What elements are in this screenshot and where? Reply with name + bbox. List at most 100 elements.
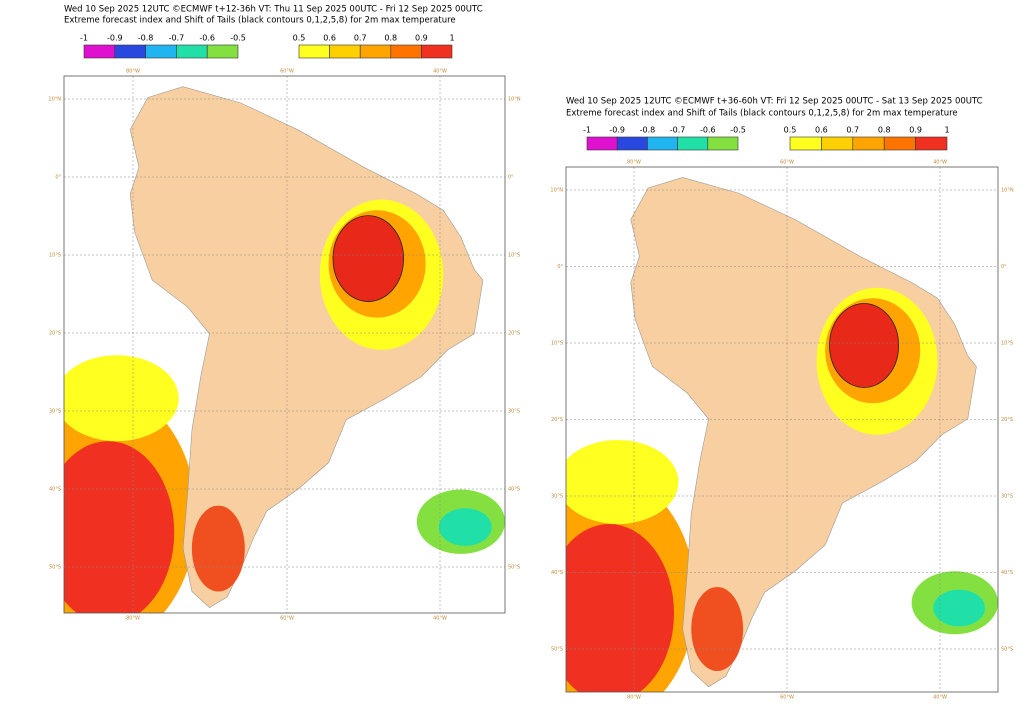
lat-label: 40°S [1001,570,1013,576]
colorbar-segment [707,136,739,151]
lat-label: 20°S [508,331,520,337]
colorbar-label: 0.6 [815,126,828,135]
anomaly-yellow [64,355,179,442]
lat-label: 50°S [49,565,61,571]
lat-label: 30°S [508,409,520,415]
lat-label: 10°N [508,97,521,103]
lat-label: 20°S [49,331,61,337]
lat-label: 10°S [1001,341,1013,347]
colorbar-segment [915,136,948,151]
colorbar-segment [821,136,854,151]
colorbar-label: 0.9 [415,34,428,43]
anomaly-yellow [566,440,679,524]
colorbar-label: 0.6 [323,34,336,43]
anomaly-orange [191,505,245,592]
lat-label: 50°S [508,565,520,571]
colorbar-label: 1 [449,34,454,43]
lon-label: 60°W [780,695,794,701]
colorbar-label: 0.8 [384,34,397,43]
lon-label: 80°W [126,616,140,622]
colorbar-segment [421,44,453,59]
anomaly-orange [691,587,744,671]
colorbar-label: -1 [80,34,88,43]
colorbar-segment [206,44,239,59]
lat-label: 30°S [551,494,563,500]
colorbar-label: -0.8 [640,126,656,135]
lon-label: 40°W [433,69,447,75]
panel-subtitle: Extreme forecast index and Shift of Tail… [566,109,958,119]
lat-label: 40°S [49,487,61,493]
colorbar-segment [677,136,709,151]
lat-label: 10°N [1001,188,1014,194]
colorbar-segment [616,136,648,151]
lat-label: 30°S [49,409,61,415]
colorbar-label: 0.7 [846,126,859,135]
lon-label: 40°W [933,160,947,166]
anomaly-red [332,215,404,302]
colorbar-segment [114,44,146,59]
anomaly-cyan [933,589,986,627]
lon-label: 60°W [280,616,294,622]
map-frame [63,75,506,614]
colorbar-label: 0.8 [878,126,891,135]
panel-title: Wed 10 Sep 2025 12UTC ©ECMWF t+36-60h VT… [566,97,983,107]
colorbar-label: -0.6 [199,34,215,43]
colorbar-segment [145,44,177,59]
colorbar-label: -0.9 [609,126,625,135]
colorbar-label: -0.5 [730,126,746,135]
anomaly-red [566,524,674,692]
panel-subtitle: Extreme forecast index and Shift of Tail… [64,16,456,26]
lat-label: 0° [508,175,514,181]
lon-label: 60°W [280,69,294,75]
map [64,76,505,613]
colorbar-label: -0.7 [670,126,686,135]
lat-label: 10°N [48,97,61,103]
lat-label: 40°S [508,487,520,493]
lon-label: 60°W [780,160,794,166]
colorbar-segment [390,44,422,59]
colorbar-segment [298,44,330,59]
colorbar-segment [883,136,916,151]
lat-label: 20°S [1001,417,1013,423]
lat-label: 30°S [1001,494,1013,500]
colorbar-label: -0.7 [169,34,185,43]
colorbar-label: 0.5 [293,34,306,43]
lat-label: 20°S [551,417,563,423]
colorbar-segment [852,136,885,151]
colorbar-label: 0.9 [909,126,922,135]
map-frame [565,166,999,693]
colorbar-label: 1 [944,126,949,135]
lat-label: 0° [55,175,61,181]
colorbar-segment [789,136,822,151]
colorbar-segment [83,44,116,59]
lon-label: 80°W [126,69,140,75]
colorbar-label: -0.8 [138,34,154,43]
colorbar-label: -1 [583,126,591,135]
map [566,167,998,692]
panel-title: Wed 10 Sep 2025 12UTC ©ECMWF t+12-36h VT… [64,5,483,15]
lat-label: 10°S [551,341,563,347]
anomaly-cyan [438,508,492,546]
colorbar-label: 0.7 [354,34,367,43]
lon-label: 40°W [433,616,447,622]
lon-label: 80°W [627,695,641,701]
lat-label: 10°N [550,188,563,194]
lon-label: 80°W [627,160,641,166]
lat-label: 0° [557,264,563,270]
colorbar-segment [586,136,618,151]
colorbar-label: -0.9 [107,34,123,43]
colorbar-segment [176,44,208,59]
lat-label: 0° [1001,264,1007,270]
colorbar-segment [647,136,678,151]
colorbar-label: -0.6 [700,126,716,135]
colorbar-label: 0.5 [784,126,797,135]
colorbar-segment [329,44,361,59]
anomaly-red [64,441,175,613]
lat-label: 10°S [508,253,520,259]
anomaly-red [829,303,900,388]
lat-label: 50°S [551,647,563,653]
lon-label: 40°W [933,695,947,701]
lat-label: 10°S [49,253,61,259]
colorbar-segment [359,44,392,59]
